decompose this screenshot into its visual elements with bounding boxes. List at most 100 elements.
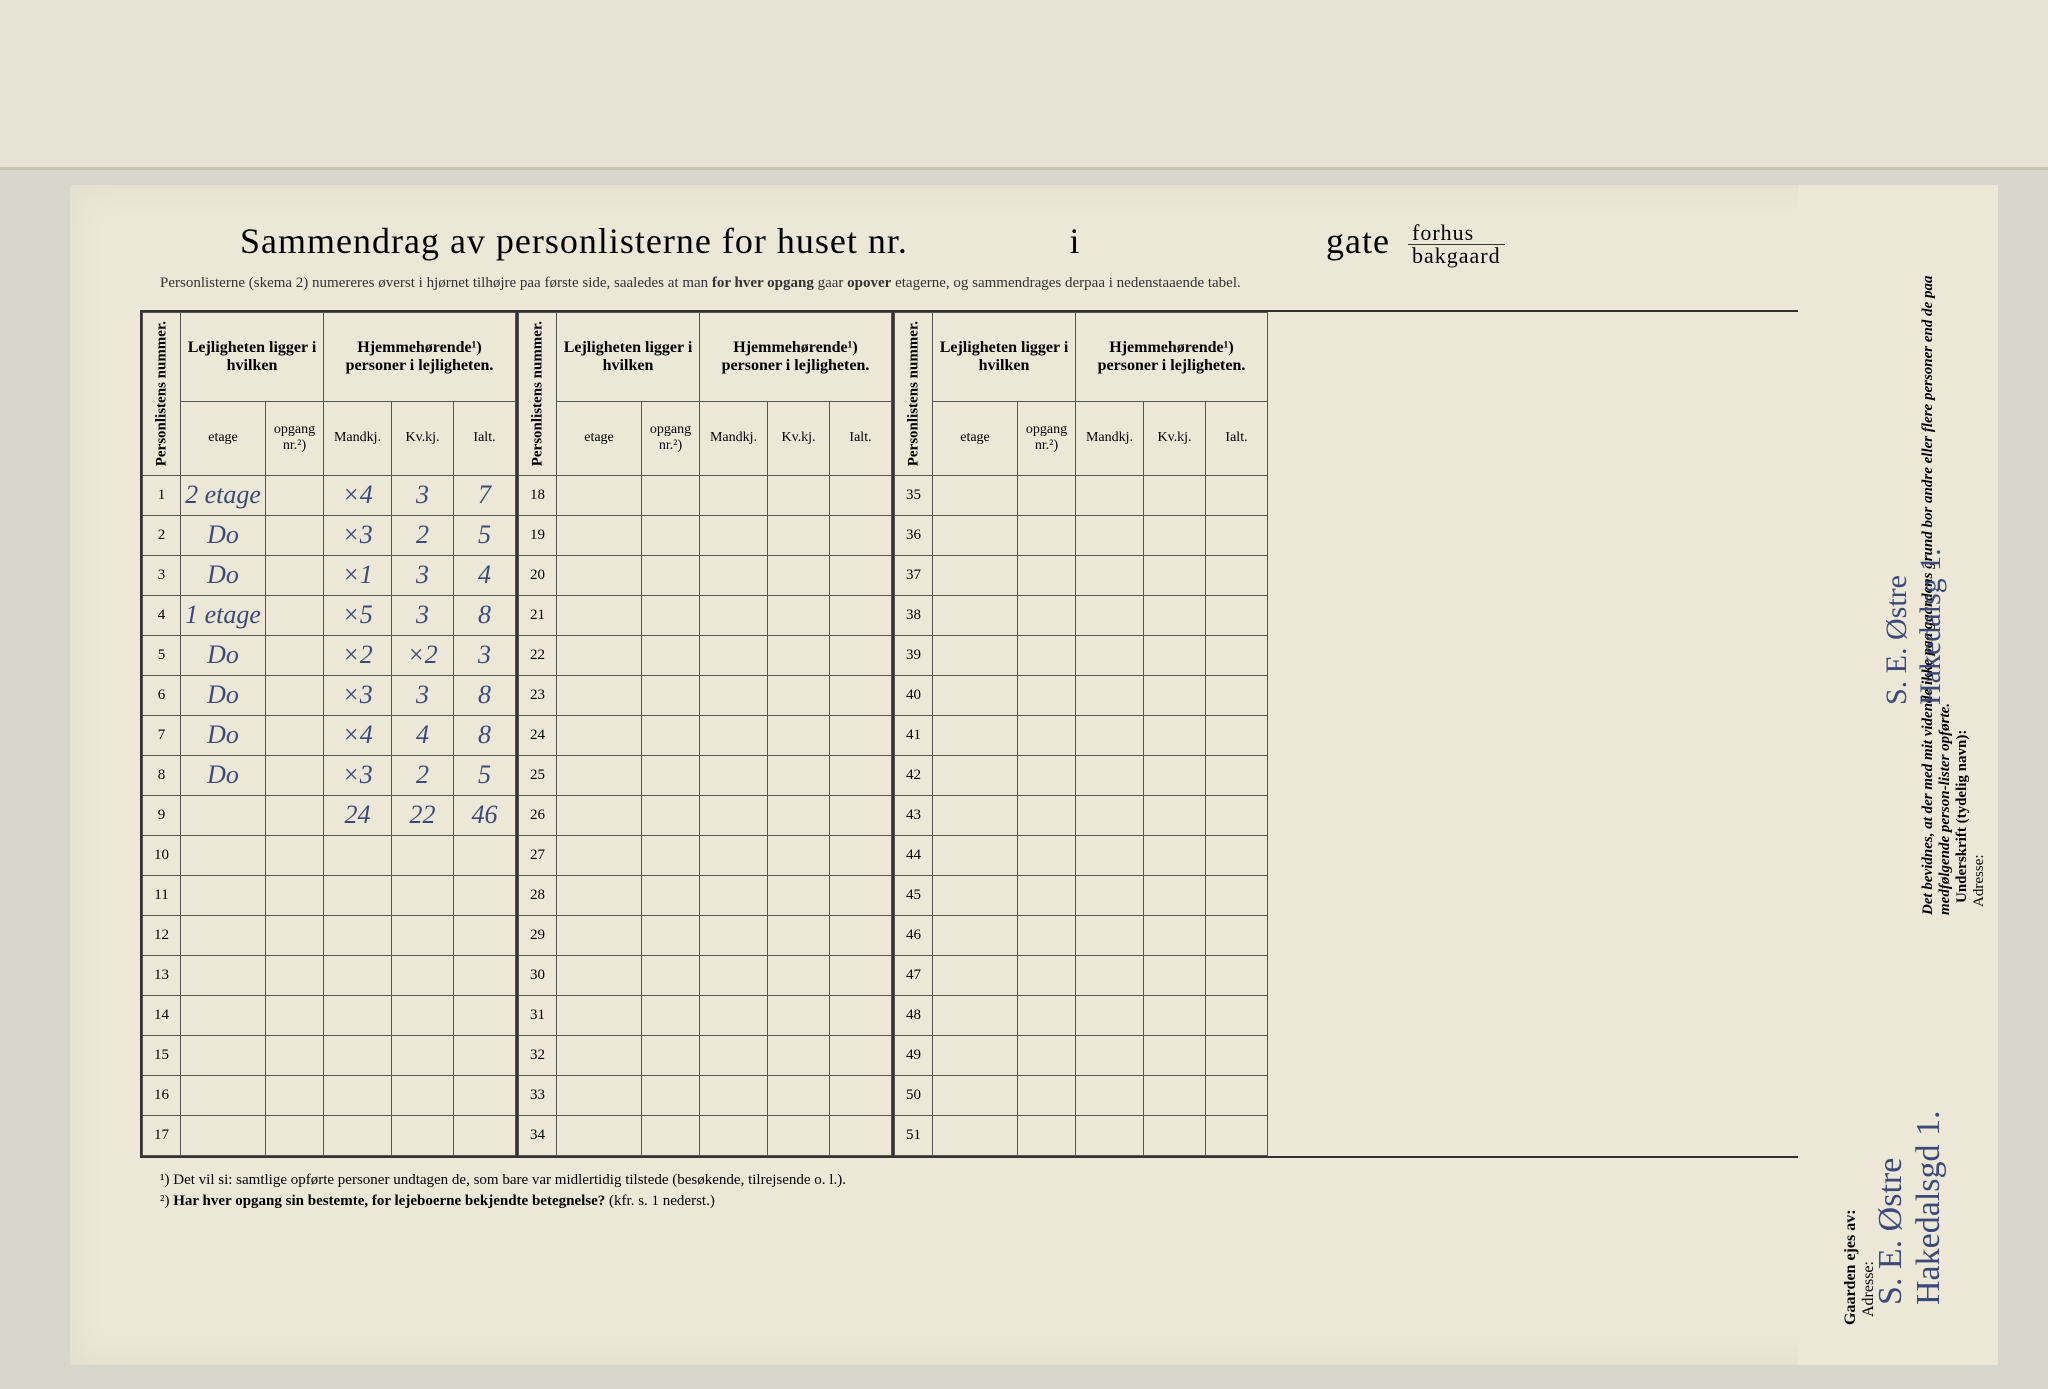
cell-mandkj <box>1076 715 1144 755</box>
cell-kvkj <box>1144 955 1206 995</box>
cell-etage <box>557 955 642 995</box>
cell-mandkj <box>324 915 392 955</box>
cell-opgang <box>266 795 324 835</box>
cell-mandkj <box>1076 915 1144 955</box>
cell-etage <box>557 835 642 875</box>
cell-opgang <box>1018 1035 1076 1075</box>
cell-mandkj <box>324 875 392 915</box>
cell-ialt <box>1206 515 1268 555</box>
cell-ialt <box>830 515 892 555</box>
cell-mandkj: ×3 <box>324 675 392 715</box>
row-number: 31 <box>519 995 557 1035</box>
row-number: 46 <box>895 915 933 955</box>
table-section-2: Personlistens nummer. Lejligheten ligger… <box>518 312 894 1155</box>
subtitle-mid: gaar <box>818 275 848 291</box>
row-number: 32 <box>519 1035 557 1075</box>
cell-mandkj <box>1076 475 1144 515</box>
cell-ialt <box>830 595 892 635</box>
cell-etage: Do <box>181 515 266 555</box>
cell-opgang <box>1018 715 1076 755</box>
cell-etage <box>933 835 1018 875</box>
col-mandkj: Mandkj. <box>1076 401 1144 475</box>
cell-kvkj <box>768 995 830 1035</box>
cell-kvkj <box>1144 915 1206 955</box>
row-number: 6 <box>143 675 181 715</box>
cell-mandkj: ×2 <box>324 635 392 675</box>
cell-mandkj <box>700 715 768 755</box>
col-personlistens-nummer: Personlistens nummer. <box>895 313 933 475</box>
row-number: 19 <box>519 515 557 555</box>
cell-kvkj <box>768 515 830 555</box>
cell-opgang <box>266 835 324 875</box>
cell-ialt: 4 <box>454 555 516 595</box>
table-row: 10 <box>143 835 516 875</box>
cell-ialt: 8 <box>454 675 516 715</box>
table-row: 28 <box>519 875 892 915</box>
cell-ialt <box>1206 795 1268 835</box>
cell-opgang <box>1018 595 1076 635</box>
cell-opgang <box>1018 795 1076 835</box>
table-row: 40 <box>895 675 1268 715</box>
cell-ialt: 46 <box>454 795 516 835</box>
owner-signature-handwritten: S. E. Østre Hakedalsgd 1. <box>1872 1025 1948 1305</box>
row-number: 18 <box>519 475 557 515</box>
cell-mandkj <box>1076 515 1144 555</box>
cell-mandkj <box>700 1075 768 1115</box>
fraction-bottom: bakgaard <box>1408 245 1505 267</box>
cell-kvkj <box>1144 475 1206 515</box>
cell-etage <box>557 1115 642 1155</box>
cell-kvkj <box>392 995 454 1035</box>
row-number: 24 <box>519 715 557 755</box>
cell-etage: Do <box>181 755 266 795</box>
cell-opgang <box>266 475 324 515</box>
cell-kvkj <box>1144 1075 1206 1115</box>
cell-mandkj: ×1 <box>324 555 392 595</box>
table-row: 29 <box>519 915 892 955</box>
row-number: 8 <box>143 755 181 795</box>
signature-name: S. E. Østre <box>1880 305 1914 705</box>
cell-etage <box>181 955 266 995</box>
table-section-1: Personlistens nummer. Lejligheten ligger… <box>142 312 518 1155</box>
cell-opgang <box>266 755 324 795</box>
cell-etage <box>557 995 642 1035</box>
table-row: 44 <box>895 835 1268 875</box>
cell-kvkj <box>768 835 830 875</box>
cell-ialt <box>1206 675 1268 715</box>
cell-ialt <box>454 915 516 955</box>
col-mandkj: Mandkj. <box>700 401 768 475</box>
row-number: 29 <box>519 915 557 955</box>
cell-etage: 2 etage <box>181 475 266 515</box>
table-row: 18 <box>519 475 892 515</box>
cell-ialt <box>830 475 892 515</box>
cell-opgang <box>642 515 700 555</box>
table-row: 25 <box>519 755 892 795</box>
table-row: 48 <box>895 995 1268 1035</box>
cell-mandkj <box>1076 635 1144 675</box>
footnotes: ¹) Det vil si: samtlige opførte personer… <box>140 1172 1820 1210</box>
row-number: 14 <box>143 995 181 1035</box>
cell-opgang <box>1018 635 1076 675</box>
cell-opgang <box>642 595 700 635</box>
cell-kvkj <box>1144 635 1206 675</box>
cell-ialt <box>1206 875 1268 915</box>
fraction-top: forhus <box>1408 222 1505 245</box>
cell-opgang <box>642 635 700 675</box>
cell-opgang <box>642 755 700 795</box>
footnote-2-pre: ²) <box>160 1193 173 1209</box>
table-row: 50 <box>895 1075 1268 1115</box>
cell-mandkj <box>1076 595 1144 635</box>
cell-etage <box>933 1075 1018 1115</box>
cell-etage <box>933 675 1018 715</box>
gaarden-ejes-text: Gaarden ejes av: <box>1842 1105 1860 1325</box>
cell-etage <box>557 875 642 915</box>
row-number: 50 <box>895 1075 933 1115</box>
row-number: 35 <box>895 475 933 515</box>
cell-opgang <box>266 1115 324 1155</box>
table-row: 20 <box>519 555 892 595</box>
row-number: 9 <box>143 795 181 835</box>
cell-etage <box>557 915 642 955</box>
row-number: 49 <box>895 1035 933 1075</box>
cell-mandkj <box>1076 675 1144 715</box>
row-number: 47 <box>895 955 933 995</box>
table-row: 14 <box>143 995 516 1035</box>
